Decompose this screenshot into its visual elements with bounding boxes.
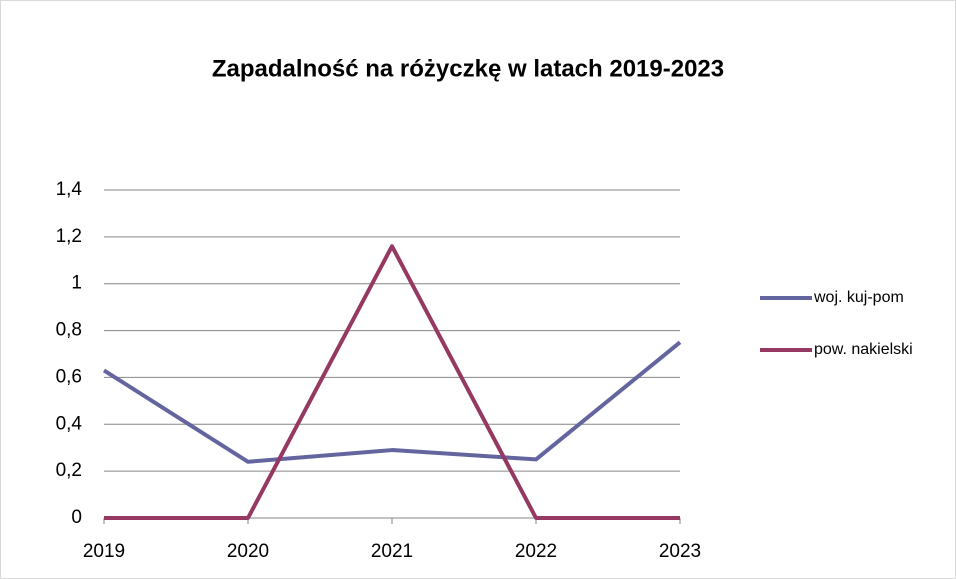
x-tick-label: 2020 xyxy=(227,541,269,562)
y-tick-label: 0,4 xyxy=(56,413,83,434)
y-tick-label: 1 xyxy=(71,273,82,294)
x-tick-label: 2023 xyxy=(659,541,701,562)
y-tick-label: 0 xyxy=(71,507,82,528)
x-tick-label: 2021 xyxy=(371,541,413,562)
y-tick-label: 0,2 xyxy=(56,460,82,481)
series-line xyxy=(102,340,682,464)
chart-title: Zapadalność na różyczkę w latach 2019-20… xyxy=(212,55,724,82)
x-tick-label: 2022 xyxy=(515,541,557,562)
y-tick-label: 1,4 xyxy=(56,179,83,200)
legend-label: woj. kuj-pom xyxy=(813,289,904,306)
y-tick-label: 1,2 xyxy=(56,226,82,247)
y-tick-label: 0,6 xyxy=(56,366,82,387)
legend-label: pow. nakielski xyxy=(814,341,913,358)
series-line xyxy=(104,244,680,520)
y-tick-label: 0,8 xyxy=(56,320,82,341)
x-tick-label: 2019 xyxy=(83,541,125,562)
